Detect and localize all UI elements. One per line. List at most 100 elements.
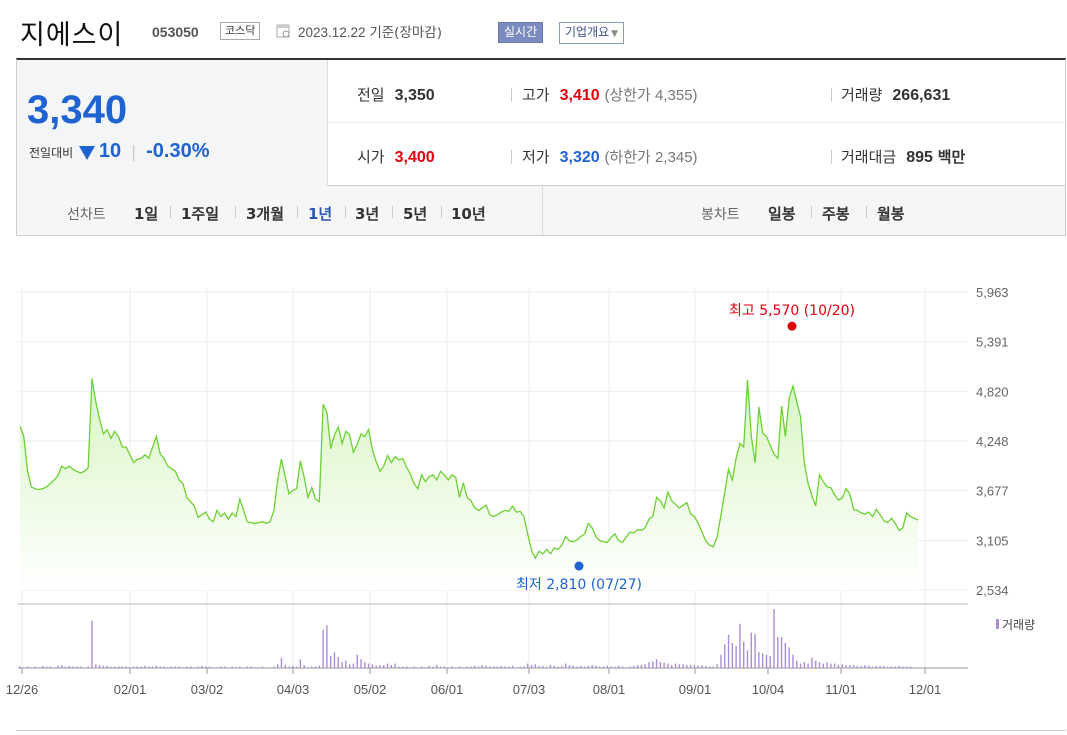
volume-bar [87, 666, 89, 668]
volume-bar [288, 666, 290, 668]
volume-bar [701, 665, 703, 668]
tab-1-day[interactable]: 1일 [134, 205, 159, 223]
volume-bar [477, 666, 480, 668]
volume-bar [432, 666, 434, 668]
volume-bar [318, 665, 321, 668]
volume-bar [424, 667, 427, 668]
volume-bar [136, 666, 139, 668]
volume-bar [117, 666, 120, 668]
tab-monthly-candle[interactable]: 월봉 [877, 205, 905, 223]
x-tick-label: 02/01 [114, 682, 147, 697]
volume-bar [523, 666, 525, 668]
volume-bar [500, 665, 502, 668]
divider [831, 88, 832, 102]
y-tick-label: 4,820 [976, 384, 1009, 399]
volume-bar [754, 634, 756, 668]
prev-close: 전일 3,350 [357, 86, 435, 104]
volume-bar [68, 665, 70, 668]
open-price: 시가 3,400 [357, 148, 435, 166]
volume-bar [731, 642, 734, 668]
tab-10-years[interactable]: 10년 [451, 205, 486, 223]
volume-bar [489, 666, 491, 668]
volume-bar [76, 666, 78, 668]
volume-bar [144, 665, 146, 668]
volume-bar [201, 665, 203, 668]
volume-bar [182, 667, 184, 668]
volume-bar [223, 666, 226, 668]
volume-bar [121, 666, 124, 668]
divider [542, 186, 543, 235]
calendar-icon [276, 24, 290, 38]
volume-bar [909, 666, 912, 668]
divider [170, 206, 171, 218]
volume-bar [98, 665, 101, 668]
volume-bar [644, 664, 646, 668]
x-tick-label: 05/02 [354, 682, 387, 697]
volume-bar [599, 666, 601, 668]
divider [811, 206, 812, 218]
y-tick-label: 5,963 [976, 285, 1009, 300]
volume-bar [379, 665, 381, 668]
volume-bar [398, 666, 400, 668]
volume-bar [409, 667, 411, 668]
tab-weekly-candle[interactable]: 주봉 [822, 205, 850, 223]
volume-bar [568, 665, 571, 668]
volume-bar [330, 656, 332, 668]
volume-bar [720, 654, 722, 668]
volume-bar [561, 665, 563, 668]
max-price-marker [787, 321, 797, 331]
volume-bar [250, 666, 252, 668]
volume-bar [174, 666, 177, 668]
tab-3-months[interactable]: 3개월 [246, 205, 285, 223]
divider [441, 206, 442, 218]
volume-bar [727, 634, 730, 668]
volume-bar [216, 667, 218, 668]
volume-bar [496, 666, 499, 668]
volume-bar [682, 664, 684, 668]
x-tick-label: 12/01 [909, 682, 942, 697]
volume-bar [538, 665, 540, 668]
divider [511, 150, 512, 164]
volume-bar [845, 665, 847, 668]
volume-bar [780, 637, 783, 668]
realtime-button[interactable]: 실시간 [498, 22, 544, 43]
volume-bar [841, 664, 843, 668]
volume-bar [580, 665, 582, 668]
tab-5-years[interactable]: 5년 [403, 205, 428, 223]
chart-period-tabs: 선차트 1일 1주일 3개월 1년 3년 5년 10년 봉차트 일봉 주봉 월봉 [16, 186, 1066, 236]
volume-bar [439, 666, 442, 668]
volume-bar [265, 667, 267, 668]
volume-bar [125, 666, 127, 668]
volume-bar [784, 642, 787, 668]
volume-bar [671, 665, 673, 668]
divider [392, 206, 393, 218]
volume-bar [311, 666, 313, 668]
volume-bar [773, 609, 775, 668]
volume-bar [796, 660, 798, 668]
tab-daily-candle[interactable]: 일봉 [768, 205, 796, 223]
volume-bar [246, 666, 249, 668]
volume-bar [189, 666, 192, 668]
volume-bar [23, 667, 25, 668]
volume-bar [818, 662, 821, 668]
tab-1-year[interactable]: 1년 [308, 205, 333, 223]
volume-bar [739, 623, 741, 668]
volume-bar [420, 666, 423, 668]
volume-bar [49, 666, 52, 668]
volume-bar [572, 665, 574, 668]
tab-3-years[interactable]: 3년 [355, 205, 380, 223]
volume-bar [451, 666, 453, 668]
tab-1-week[interactable]: 1주일 [181, 205, 220, 223]
volume-bar [273, 666, 275, 668]
volume-bar [777, 637, 779, 668]
volume-bar [799, 663, 802, 668]
volume-bar [652, 661, 654, 668]
price-chart-svg[interactable]: 5,963 5,391 4,820 4,248 3,677 3,105 2,534 12/26… [0, 236, 1067, 731]
volume-bar [621, 666, 624, 668]
volume-bar [79, 666, 82, 668]
volume-bar [269, 667, 271, 668]
corp-overview-button[interactable]: 기업개요 ▼ [559, 22, 625, 44]
volume-bar [868, 665, 870, 668]
volume-bar [515, 667, 518, 668]
volume-bar [674, 663, 677, 668]
